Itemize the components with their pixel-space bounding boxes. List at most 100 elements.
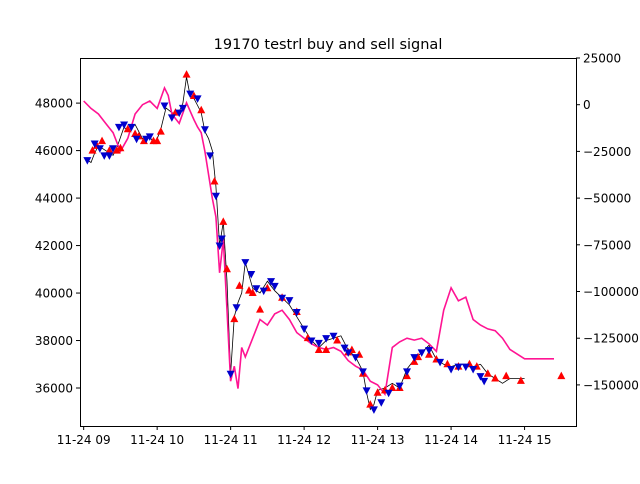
- sell-signal-marker: [127, 123, 136, 132]
- buy-signal-marker: [197, 105, 206, 114]
- sell-signal-marker: [402, 368, 411, 376]
- buy-signal-marker: [373, 388, 382, 396]
- sell-signal-marker: [447, 366, 456, 374]
- sell-signal-marker: [307, 337, 316, 346]
- buy-signal-marker: [443, 359, 452, 368]
- sell-signal-marker: [292, 309, 301, 317]
- sell-signal-marker: [362, 387, 371, 395]
- sell-signal-marker: [83, 157, 92, 165]
- sell-signal-marker: [344, 349, 353, 357]
- buy-signal-marker: [222, 264, 231, 273]
- left-y-tick-label: 38000: [35, 334, 73, 348]
- sell-signal-marker: [200, 126, 209, 134]
- sell-signal-marker: [340, 344, 349, 353]
- sell-signal-marker: [175, 109, 184, 118]
- plot-frame: [80, 58, 577, 427]
- buy-signal-marker: [105, 146, 114, 154]
- buy-signal-marker: [219, 217, 228, 225]
- sell-signal-marker: [193, 95, 202, 103]
- sell-signal-marker: [105, 152, 114, 160]
- chart-title: 19170 testrl buy and sell signal: [214, 37, 443, 53]
- right-y-tick-label: −150000: [583, 378, 639, 392]
- sell-signal-marker: [322, 335, 331, 343]
- sell-signal-marker: [469, 366, 478, 374]
- x-tick-label: 11-24 11: [204, 433, 258, 447]
- left-y-tick-label: 36000: [35, 382, 73, 396]
- sell-signal-marker: [278, 294, 287, 303]
- sell-signal-marker: [395, 382, 404, 391]
- sell-signal-marker: [241, 259, 250, 267]
- sell-signal-marker: [285, 297, 294, 305]
- buy-signal-marker: [322, 345, 331, 354]
- buy-signal-marker: [156, 127, 165, 135]
- sell-signal-marker: [267, 278, 276, 286]
- buy-signal-marker: [153, 136, 162, 145]
- sell-signal-marker: [410, 354, 419, 362]
- left-y-tick-label: 42000: [35, 239, 73, 253]
- sell-signal-marker: [226, 370, 235, 379]
- right-y-tick-label: −75000: [583, 238, 631, 252]
- left-y-tick-label: 40000: [35, 287, 73, 301]
- sell-signal-marker: [160, 102, 169, 110]
- buy-signal-marker: [333, 336, 342, 344]
- sell-signal-marker: [167, 114, 176, 122]
- buy-signal-marker: [182, 70, 191, 78]
- right-y-tick-label: −50000: [583, 192, 631, 206]
- buy-signal-marker: [98, 136, 107, 145]
- right-y-axis: 25000 0 −25000 −50000 −75000 −100000 −125000 −1…: [576, 52, 639, 392]
- sell-signal-marker: [90, 140, 99, 148]
- x-tick-label: 11-24 10: [130, 433, 184, 447]
- sell-signal-marker: [252, 285, 261, 293]
- buy-signal-marker: [123, 124, 132, 133]
- buy-signal-marker: [502, 371, 511, 380]
- plot-markers: [83, 70, 566, 414]
- sell-signal-marker: [145, 133, 154, 141]
- sell-signal-marker: [120, 121, 129, 129]
- buy-signal-marker: [256, 305, 265, 313]
- buy-signal-marker: [314, 345, 323, 354]
- sell-signal-marker: [178, 104, 187, 113]
- buy-signal-marker: [112, 146, 121, 154]
- buy-signal-marker: [116, 143, 125, 152]
- sell-signal-marker: [114, 123, 123, 132]
- buy-signal-marker: [230, 314, 239, 323]
- sell-signal-marker: [425, 347, 434, 355]
- sell-signal-marker: [369, 406, 378, 414]
- left-y-tick-label: 44000: [35, 192, 73, 206]
- sell-signal-marker: [259, 287, 268, 296]
- sell-signal-marker: [232, 304, 241, 312]
- buy-signal-marker: [388, 383, 397, 392]
- x-tick-label: 11-24 12: [277, 433, 331, 447]
- sell-signal-marker: [132, 135, 141, 144]
- right-y-tick-label: 25000: [583, 52, 621, 66]
- sell-signal-marker: [358, 368, 367, 376]
- buy-signal-marker: [248, 288, 257, 297]
- x-tick-label: 11-24 09: [57, 433, 111, 447]
- left-y-tick-label: 46000: [35, 144, 73, 158]
- right-y-tick-label: 0: [583, 98, 591, 112]
- buy-signal-marker: [235, 281, 244, 289]
- right-y-tick-label: −25000: [583, 145, 631, 159]
- sell-signal-marker: [417, 349, 426, 357]
- sell-signal-marker: [100, 152, 109, 160]
- sell-signal-marker: [384, 389, 393, 398]
- sell-signal-marker: [186, 90, 195, 99]
- sell-signal-marker: [300, 325, 309, 334]
- right-y-tick-label: −125000: [583, 332, 639, 346]
- sell-signal-marker: [377, 399, 386, 407]
- series-line-pnl: [83, 85, 554, 397]
- left-y-axis: 36000 38000 40000 42000 44000 46000 48000: [35, 97, 80, 396]
- sell-signal-marker: [95, 145, 104, 153]
- x-axis: 11-24 09 11-24 10 11-24 11 11-24 12 11-24 13…: [57, 426, 552, 447]
- sell-signal-marker: [217, 235, 226, 243]
- buy-signal-marker: [88, 146, 97, 154]
- right-y-tick-label: −100000: [583, 285, 639, 299]
- sell-signal-marker: [454, 363, 463, 372]
- sell-signal-marker: [329, 332, 338, 341]
- sell-signal-marker: [270, 282, 279, 291]
- buy-signal-marker: [491, 374, 500, 382]
- sell-signal-marker: [247, 271, 256, 279]
- sell-signal-marker: [314, 339, 323, 348]
